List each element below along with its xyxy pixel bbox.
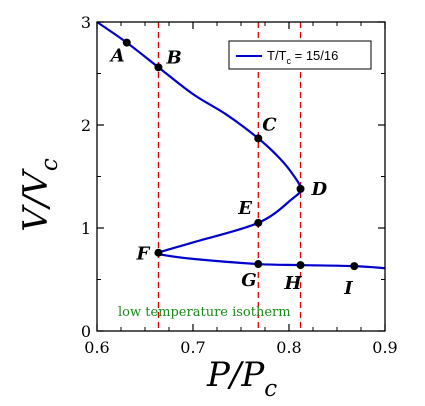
point-marker-h: [296, 261, 305, 270]
ticks-group: 0.6 0.7 0.8 0.9 0 1 2 3: [81, 13, 398, 357]
point-marker-c: [254, 134, 263, 143]
legend: T/Tc = 15/16: [228, 40, 372, 70]
isotherm-annotation: low temperature isotherm: [118, 305, 291, 320]
legend-label: T/Tc = 15/16: [267, 48, 338, 66]
y-axis-title-sub: c: [37, 158, 63, 171]
x-axis-title-sub: c: [264, 376, 277, 402]
legend-label-sub: c: [287, 56, 292, 66]
x-tick-label: 0.8: [276, 338, 301, 357]
y-tick-label: 0: [81, 322, 91, 341]
points-group: A B C D E F G H I: [109, 38, 359, 299]
y-axis-title: V/Vc: [16, 158, 63, 232]
point-label-c: C: [262, 114, 277, 135]
point-marker-i: [350, 262, 359, 271]
y-tick-label: 2: [81, 116, 91, 135]
point-label-i: I: [343, 278, 353, 299]
x-tick-label: 0.7: [180, 338, 205, 357]
point-marker-g: [254, 260, 263, 269]
point-label-g: G: [241, 270, 256, 291]
vertical-lines-group: [157, 22, 302, 331]
point-label-a: A: [109, 46, 125, 67]
point-marker-d: [296, 184, 305, 193]
x-tick-label: 0.6: [84, 338, 109, 357]
y-axis-title-main: V/V: [16, 168, 56, 232]
x-axis-title: P/Pc: [206, 355, 277, 402]
x-tick-label: 0.9: [372, 338, 397, 357]
point-label-d: D: [311, 179, 328, 200]
y-tick-label: 1: [81, 219, 91, 238]
point-marker-f: [154, 248, 163, 257]
point-marker-e: [254, 218, 263, 227]
point-marker-b: [154, 63, 163, 72]
y-tick-label: 3: [81, 13, 91, 32]
point-label-e: E: [237, 198, 252, 219]
point-marker-a: [122, 38, 131, 47]
point-label-h: H: [284, 273, 303, 294]
point-label-b: B: [165, 47, 181, 68]
point-label-f: F: [135, 244, 150, 265]
legend-label-suffix: = 15/16: [291, 48, 338, 63]
legend-label-main: T/T: [267, 48, 287, 63]
x-axis-title-main: P/P: [206, 355, 265, 395]
